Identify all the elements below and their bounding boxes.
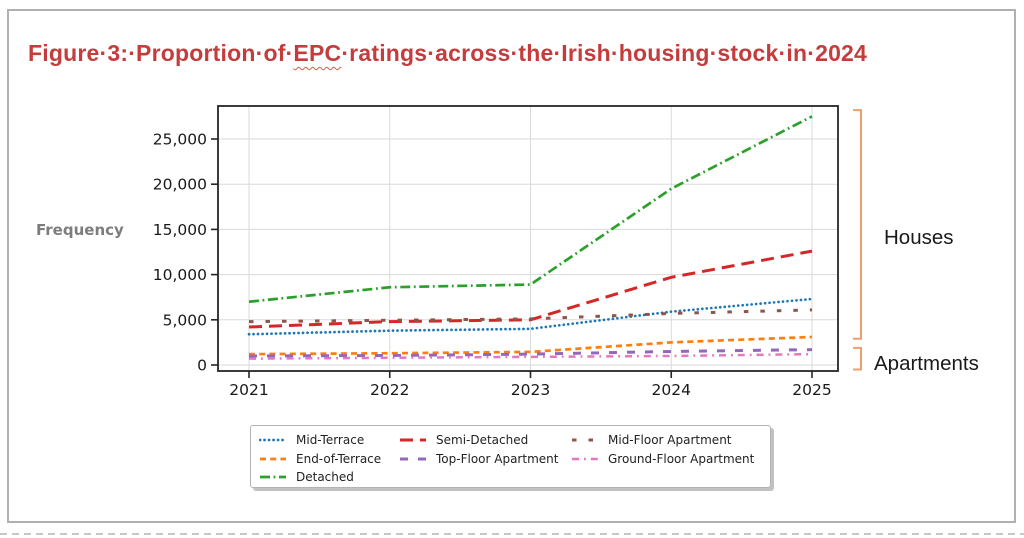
- apartments-annotation-label: Apartments: [874, 352, 979, 375]
- legend-column: Mid-Floor Apartment Ground-Floor Apartmen…: [571, 431, 766, 487]
- legend-item-detached: Detached: [259, 468, 399, 487]
- y-axis-label: Frequency: [36, 221, 124, 239]
- legend-item-top-floor-apartment: Top-Floor Apartment: [399, 450, 571, 469]
- legend-column: Mid-Terrace End-of-Terrace Detached: [259, 431, 399, 487]
- y-tick-label: 20,000: [153, 176, 207, 194]
- figure-title-pre: Figure·3:·Proportion·of·: [28, 40, 294, 66]
- houses-bracket: [853, 109, 862, 340]
- figure-title: Figure·3:·Proportion·of·EPC·ratings·acro…: [28, 40, 988, 67]
- legend-sample-end-of-terrace: [260, 457, 286, 461]
- legend-item-mid-terrace: Mid-Terrace: [259, 431, 399, 450]
- legend-item-ground-floor-apartment: Ground-Floor Apartment: [571, 450, 766, 469]
- legend-item-mid-floor-apartment: Mid-Floor Apartment: [571, 431, 766, 450]
- legend-label: Top-Floor Apartment: [436, 451, 559, 466]
- legend-sample-ground-floor-apartment: [572, 457, 598, 460]
- y-tick-label: 0: [197, 357, 207, 375]
- x-tick-label: 2021: [229, 381, 268, 399]
- legend-label: Ground-Floor Apartment: [608, 451, 755, 466]
- series-line-end-of-terrace: [248, 335, 813, 356]
- legend-item-semi-detached: Semi-Detached: [399, 431, 571, 450]
- y-tick-label: 15,000: [153, 221, 207, 239]
- legend-label: Detached: [296, 470, 354, 485]
- legend-sample-mid-terrace: [259, 438, 287, 442]
- series-line-mid-terrace: [247, 297, 814, 336]
- page-section-dashed-line: [0, 533, 1024, 535]
- plot-border: [217, 105, 839, 372]
- series-line-top-floor-apartment: [248, 348, 813, 358]
- legend-label: End-of-Terrace: [296, 451, 382, 466]
- x-tick-label: 2023: [511, 381, 550, 399]
- legend-sample-mid-floor-apartment: [572, 438, 598, 442]
- y-tick-label: 5,000: [163, 311, 207, 329]
- x-tick-label: 2025: [792, 381, 831, 399]
- legend-label: Semi-Detached: [436, 433, 529, 448]
- series-line-mid-floor-apartment: [248, 308, 813, 324]
- x-tick-label: 2024: [652, 381, 691, 399]
- legend-sample-top-floor-apartment: [400, 457, 426, 461]
- x-tick-label: 2022: [370, 381, 409, 399]
- figure-title-epc-misspelling: EPC: [293, 40, 342, 66]
- legend-sample-semi-detached: [400, 438, 426, 442]
- legend-label: Mid-Floor Apartment: [608, 433, 732, 448]
- y-tick-label: 10,000: [153, 266, 207, 284]
- legend-item-end-of-terrace: End-of-Terrace: [259, 450, 399, 469]
- legend-column: Semi-Detached Top-Floor Apartment: [399, 431, 571, 487]
- y-tick-label: 25,000: [153, 131, 207, 149]
- chart-legend: Mid-Terrace End-of-Terrace Detached Semi-De…: [250, 425, 771, 488]
- houses-annotation-label: Houses: [884, 226, 954, 249]
- figure-title-post: ·ratings·across·the·Irish·housing·stock·…: [341, 40, 868, 66]
- apartments-bracket: [853, 346, 862, 371]
- legend-sample-detached: [260, 475, 286, 479]
- legend-label: Mid-Terrace: [296, 433, 365, 448]
